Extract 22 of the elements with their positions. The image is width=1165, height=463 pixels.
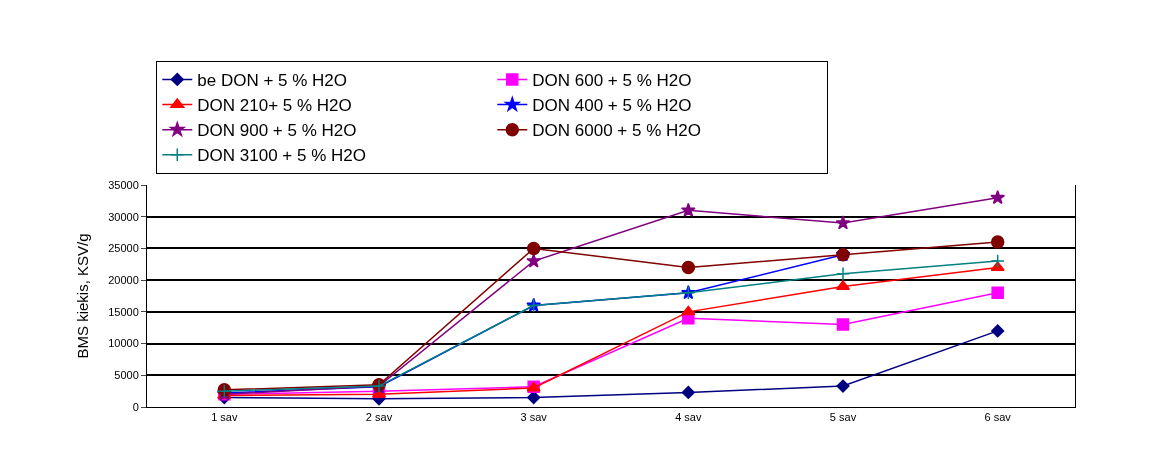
legend-label: DON 400 + 5 % H2O [532,96,692,116]
legend-label: DON 3100 + 5 % H2O [197,146,366,166]
y-tick-label: 10000 [108,337,139,350]
x-tick-label: 4 sav [675,411,702,424]
y-tick-label: 35000 [108,178,139,191]
y-axis-title: BMS kiekis, KSV/g [74,233,92,359]
legend-label: DON 6000 + 5 % H2O [532,121,701,141]
x-tick-label: 3 sav [520,411,548,424]
legend-label: DON 900 + 5 % H2O [197,121,357,141]
x-tick-label: 2 sav [365,411,393,424]
x-tick-label: 5 sav [829,411,857,424]
y-tick-label: 25000 [108,242,139,255]
x-tick-label: 1 sav [211,411,238,424]
y-tick-label: 15000 [108,305,139,318]
legend-label: DON 210+ 5 % H2O [197,96,352,116]
y-tick-label: 0 [132,400,139,413]
y-tick-label: 5000 [114,369,139,382]
y-tick-label: 20000 [108,273,139,286]
y-tick-label: 30000 [108,210,139,223]
legend-label: DON 600 + 5 % H2O [532,71,692,91]
x-tick-label: 6 sav [984,411,1012,424]
legend-label: be DON + 5 % H2O [197,71,348,91]
